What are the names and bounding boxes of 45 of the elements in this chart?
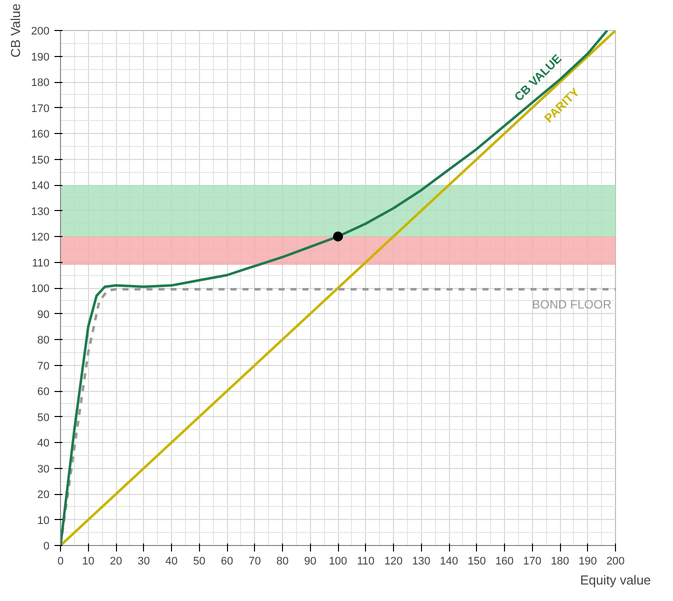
x-tick-label: 30 <box>138 556 150 568</box>
x-tick-label: 170 <box>523 556 542 568</box>
y-tick-label: 30 <box>37 463 50 476</box>
y-tick-label: 120 <box>31 232 50 244</box>
x-tick-label: 80 <box>276 556 289 568</box>
x-tick-label: 40 <box>165 556 178 568</box>
y-tick-label: 90 <box>37 308 50 321</box>
y-tick-label: 150 <box>31 154 50 166</box>
y-tick-label: 100 <box>31 283 50 295</box>
x-tick-label: 110 <box>356 556 375 568</box>
y-tick-label: 160 <box>31 128 50 140</box>
y-tick-label: 200 <box>31 26 50 38</box>
x-tick-label: 90 <box>304 556 316 568</box>
x-tick-label: 120 <box>384 556 403 568</box>
y-tick-label: 110 <box>32 257 50 270</box>
x-tick-label: 0 <box>57 556 64 568</box>
y-tick-label: 140 <box>31 180 50 192</box>
x-axis-title: Equity value <box>580 572 651 588</box>
x-tick-label: 200 <box>606 556 625 568</box>
x-tick-label: 160 <box>495 556 514 568</box>
x-tick-label: 150 <box>468 556 486 568</box>
series-label: BOND FLOOR <box>532 297 612 312</box>
x-tick-label: 20 <box>110 556 122 568</box>
y-tick-label: 80 <box>37 334 50 346</box>
y-tick-label: 190 <box>31 51 50 64</box>
x-tick-label: 10 <box>82 556 94 568</box>
y-tick-label: 10 <box>37 514 50 527</box>
y-tick-label: 60 <box>37 386 50 398</box>
x-tick-label: 180 <box>550 556 570 568</box>
y-tick-label: 170 <box>31 102 50 115</box>
x-tick-label: 140 <box>440 556 458 568</box>
y-tick-label: 40 <box>37 438 50 450</box>
x-tick-label: 60 <box>220 556 234 568</box>
y-axis-title: CB Value <box>8 4 24 58</box>
x-tick-label: 100 <box>328 556 348 568</box>
x-tick-label: 50 <box>193 556 206 568</box>
y-tick-label: 20 <box>37 489 50 501</box>
y-tick-label: 130 <box>31 206 50 218</box>
x-tick-label: 190 <box>578 556 597 568</box>
y-tick-label: 50 <box>37 412 50 424</box>
y-tick-label: 0 <box>43 540 50 552</box>
y-tick-label: 70 <box>37 360 50 372</box>
x-tick-label: 130 <box>412 556 430 568</box>
y-tick-label: 180 <box>31 77 50 89</box>
x-tick-label: 70 <box>248 556 261 568</box>
